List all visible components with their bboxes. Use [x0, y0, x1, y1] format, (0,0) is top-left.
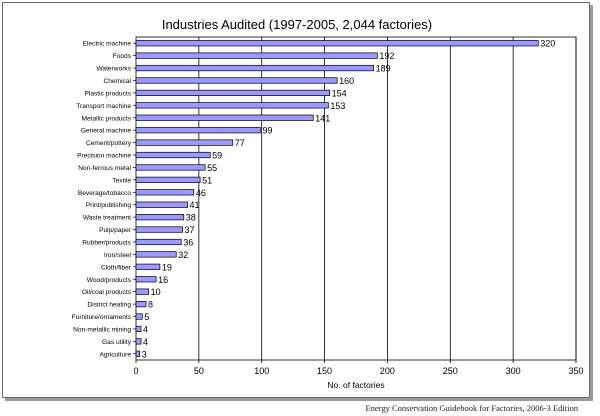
category-label: Agriculture — [99, 351, 131, 358]
category-label: Electric machine — [83, 41, 132, 48]
category-label: Pulp/paper — [99, 227, 132, 234]
bar — [135, 77, 338, 84]
category-label: Plastic products — [84, 90, 131, 97]
bar — [135, 276, 157, 283]
x-tick-label: 250 — [443, 366, 458, 376]
bar — [135, 350, 141, 357]
data-label: 153 — [330, 101, 345, 111]
x-tick-label: 200 — [380, 366, 395, 376]
bar — [135, 52, 378, 59]
data-label: 3 — [142, 349, 147, 359]
data-label: 77 — [235, 138, 245, 148]
bar — [135, 139, 234, 146]
category-label: Wood/products — [87, 277, 132, 284]
bar — [135, 313, 143, 320]
bar — [135, 102, 329, 109]
category-label: General machine — [81, 128, 132, 135]
bar — [135, 214, 185, 221]
data-label: 320 — [540, 39, 555, 49]
category-label: Metallic products — [82, 115, 132, 122]
category-label: Transport machine — [76, 103, 131, 110]
bar — [135, 89, 330, 97]
bar — [135, 40, 539, 47]
category-label: Rubber/products — [82, 239, 131, 246]
category-label: Non-ferrous metal — [78, 165, 131, 172]
data-label: 4 — [143, 324, 148, 334]
data-label: 141 — [315, 113, 330, 123]
bar — [135, 64, 374, 72]
bar — [135, 263, 161, 270]
bar — [135, 325, 142, 333]
plot-border — [135, 36, 577, 361]
data-label: 41 — [190, 200, 200, 210]
category-label: Waterworks — [96, 66, 131, 73]
category-label: Textile — [112, 177, 131, 184]
bar — [135, 164, 206, 171]
data-label: 32 — [178, 250, 188, 260]
bar — [135, 127, 261, 134]
data-label: 189 — [376, 64, 391, 74]
bar — [135, 338, 142, 345]
data-label: 38 — [186, 213, 196, 223]
category-label: Iron/steel — [104, 252, 132, 259]
data-label: 51 — [202, 175, 212, 185]
chart-title: Industries Audited (1997-2005, 2,044 fac… — [161, 17, 433, 32]
bar — [135, 114, 314, 121]
x-tick-label: 350 — [568, 366, 583, 376]
category-label: Chemical — [104, 78, 132, 85]
bar — [135, 226, 183, 233]
category-label: Cloth/fiber — [101, 264, 132, 271]
category-label: District heating — [87, 302, 131, 309]
category-label: Precision machine — [77, 153, 131, 160]
x-tick-label: 100 — [254, 366, 269, 376]
source-caption: Energy Conservation Guidebook for Factor… — [365, 403, 578, 413]
x-tick-label: 0 — [133, 366, 138, 376]
data-label: 192 — [379, 51, 394, 61]
bar — [135, 176, 201, 183]
data-label: 55 — [207, 163, 217, 173]
category-label: Waste treatment — [83, 215, 131, 222]
x-tick-label: 150 — [317, 366, 332, 376]
bar — [135, 201, 188, 208]
data-label: 10 — [151, 287, 161, 297]
category-label: Foods — [113, 53, 132, 60]
category-label: Gas utility — [102, 339, 132, 346]
data-label: 154 — [332, 88, 347, 98]
category-label: Beverage/tobacco — [78, 190, 131, 197]
data-label: 8 — [148, 300, 153, 310]
data-label: 19 — [162, 262, 172, 272]
bar — [135, 300, 147, 308]
bar — [135, 151, 211, 159]
bar — [135, 288, 149, 295]
category-label: Print/publishing — [86, 202, 131, 209]
data-label: 4 — [143, 337, 148, 347]
bar — [135, 189, 195, 196]
x-tick-label: 300 — [506, 366, 521, 376]
bar — [135, 251, 177, 258]
data-label: 36 — [183, 237, 193, 247]
plot-area — [136, 37, 576, 360]
data-label: 46 — [196, 188, 206, 198]
bar-chart: 0 50 100 150 200 250 300 350 Electric machine 320… — [72, 36, 584, 390]
data-label: 99 — [262, 126, 272, 136]
x-tick-label: 50 — [194, 366, 204, 376]
data-label: 160 — [339, 76, 354, 86]
data-label: 5 — [144, 312, 149, 322]
category-label: Oil/coal products — [82, 289, 132, 296]
category-label: Cement/pottery — [86, 140, 132, 147]
data-label: 37 — [185, 225, 195, 235]
category-label: Non-metallic mining — [73, 326, 131, 333]
category-label: Furniture/ornaments — [72, 314, 132, 321]
data-label: 16 — [158, 275, 168, 285]
bar — [135, 238, 182, 246]
x-axis-title: No. of factories — [327, 380, 384, 390]
data-label: 59 — [212, 151, 222, 161]
